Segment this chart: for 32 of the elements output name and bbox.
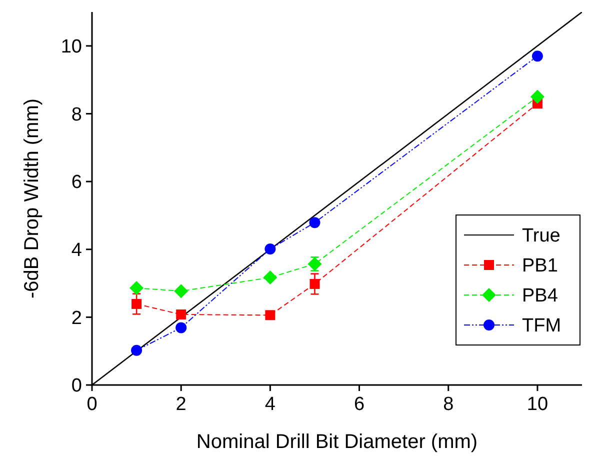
point xyxy=(310,278,320,289)
point xyxy=(176,322,187,334)
point xyxy=(176,309,186,320)
y-tick-label: 4 xyxy=(71,240,82,262)
x-tick-label: 6 xyxy=(354,394,365,415)
x-tick-label: 8 xyxy=(443,394,454,415)
point xyxy=(308,256,322,271)
x-tick-label: 4 xyxy=(264,394,276,415)
point xyxy=(309,217,320,228)
point xyxy=(174,284,188,298)
point xyxy=(264,244,276,255)
point xyxy=(530,90,544,104)
y-tick-label: 2 xyxy=(71,308,82,329)
y-axis-title: -6dB Drop Width (mm) xyxy=(21,98,43,299)
point xyxy=(130,281,144,296)
y-tick-label: 10 xyxy=(60,36,82,58)
x-tick-label: 2 xyxy=(176,394,186,415)
point xyxy=(132,298,142,309)
y-tick-label: 6 xyxy=(71,172,82,194)
x-tick-label: 0 xyxy=(86,394,98,415)
legend-label: PB1 xyxy=(522,256,558,277)
point xyxy=(263,270,278,285)
legend-label: PB4 xyxy=(522,286,558,307)
y-tick-label: 8 xyxy=(71,104,82,126)
point xyxy=(532,50,543,62)
legend-label: TFM xyxy=(522,316,562,337)
y-tick-label: 0 xyxy=(71,376,82,397)
point xyxy=(131,344,142,356)
x-axis-title: Nominal Drill Bit Diameter (mm) xyxy=(196,431,478,453)
x-tick-label: 10 xyxy=(526,394,548,415)
legend-label: True xyxy=(522,226,560,247)
point xyxy=(265,310,276,320)
